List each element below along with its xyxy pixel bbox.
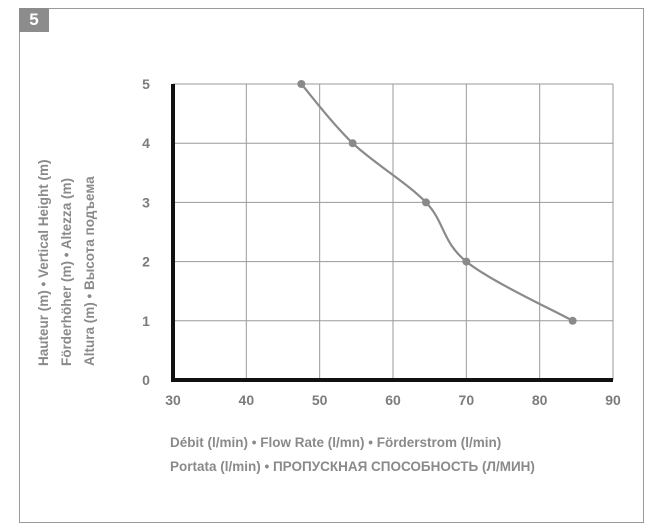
x-tick-label: 50 (312, 392, 328, 408)
x-tick-label: 90 (605, 392, 621, 408)
y-tick-label: 2 (142, 254, 150, 270)
chart-grid (173, 83, 614, 380)
data-point-1 (297, 80, 306, 88)
x-tick-label: 70 (459, 392, 475, 408)
y-axis-title-line-3: Altura (m) • Высота подъема (82, 176, 97, 366)
figure-number-badge: 5 (19, 8, 49, 32)
y-tick-label: 1 (142, 313, 150, 329)
data-points (297, 80, 577, 325)
y-axis-title-line-2: Förderhöher (m) • Altezza (m) (59, 178, 74, 366)
data-point-5 (568, 316, 577, 325)
x-axis-title-line-1: Débit (l/min) • Flow Rate (l/mn) • Förde… (170, 435, 501, 450)
x-tick-label: 60 (385, 392, 401, 408)
data-point-3 (422, 198, 430, 207)
x-tick-labels: 30 40 50 60 70 80 90 (165, 392, 621, 408)
x-tick-label: 80 (532, 392, 548, 408)
chart-axes (171, 84, 613, 382)
y-axis-title-line-1: Hauteur (m) • Vertical Height (m) (36, 159, 51, 366)
y-tick-label: 4 (142, 135, 150, 151)
data-point-2 (348, 139, 357, 148)
x-axis-title-line-2: Portata (l/min) • ПРОПУСКНАЯ СПОСОБНОСТЬ… (170, 459, 535, 474)
y-tick-label: 5 (142, 76, 150, 92)
y-tick-labels: 0 1 2 3 4 5 (142, 76, 150, 388)
x-tick-label: 30 (165, 392, 181, 408)
y-tick-label: 0 (142, 372, 150, 388)
y-tick-label: 3 (142, 194, 150, 210)
data-point-4 (462, 257, 471, 266)
x-tick-label: 40 (239, 392, 255, 408)
